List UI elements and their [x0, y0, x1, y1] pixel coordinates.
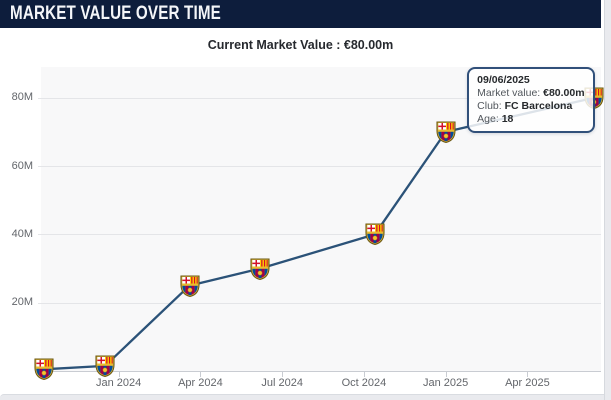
y-axis-tick-label: 20M: [11, 296, 33, 309]
y-axis-tick-label: 60M: [11, 159, 33, 172]
x-axis-tick-mark: [200, 372, 202, 377]
page-background-right-strip: [604, 0, 611, 400]
tooltip-market-value-label: Market value:: [477, 86, 541, 99]
x-axis-tick-mark: [282, 372, 284, 377]
y-gridline: [38, 166, 601, 168]
x-axis-line: [37, 371, 601, 372]
x-axis-tick-mark: [118, 372, 120, 377]
fc-barcelona-crest-icon: [250, 258, 270, 280]
fc-barcelona-crest-marker[interactable]: [180, 275, 200, 297]
fc-barcelona-crest-marker[interactable]: [95, 355, 115, 377]
x-axis-tick-mark: [363, 372, 365, 377]
x-axis-tick-label: Jul 2024: [261, 377, 303, 389]
page-background-bottom-strip: [0, 394, 604, 400]
fc-barcelona-crest-icon: [34, 358, 54, 380]
fc-barcelona-crest-icon: [180, 275, 200, 297]
x-axis-tick-label: Jan 2024: [96, 377, 142, 389]
tooltip-club: FC Barcelona: [504, 99, 573, 112]
x-axis-tick-mark: [445, 372, 447, 377]
y-axis-tick-label: 40M: [11, 227, 33, 240]
x-axis-tick-label: Apr 2024: [178, 377, 223, 389]
fc-barcelona-crest-icon: [436, 121, 456, 143]
y-axis-tick-label: 80M: [11, 91, 33, 104]
chart-tooltip: 09/06/2025 Market value: €80.00m Club: F…: [467, 66, 595, 133]
tooltip-market-value-row: Market value: €80.00m: [477, 87, 584, 100]
fc-barcelona-crest-marker[interactable]: [250, 258, 270, 280]
fc-barcelona-crest-marker[interactable]: [436, 121, 456, 143]
tooltip-age: 18: [501, 112, 514, 125]
tooltip-club-row: Club: FC Barcelona: [477, 100, 584, 113]
fc-barcelona-crest-icon: [365, 223, 385, 245]
current-market-value-text: Current Market Value : €80.00m: [207, 38, 394, 52]
x-axis-tick-label: Jan 2025: [423, 377, 469, 389]
fc-barcelona-crest-marker[interactable]: [365, 223, 385, 245]
y-gridline: [38, 234, 601, 236]
section-title: MARKET VALUE OVER TIME: [10, 3, 221, 24]
section-header: MARKET VALUE OVER TIME: [0, 0, 601, 28]
x-axis-tick-label: Oct 2024: [341, 377, 387, 389]
y-gridline: [38, 302, 601, 304]
x-axis-tick-label: Apr 2025: [505, 377, 550, 389]
tooltip-age-row: Age: 18: [477, 113, 584, 126]
tooltip-date: 09/06/2025: [477, 73, 530, 86]
fc-barcelona-crest-marker[interactable]: [34, 358, 54, 380]
tooltip-market-value: €80.00m: [543, 86, 585, 99]
x-axis-tick-mark: [527, 372, 529, 377]
tooltip-age-label: Age:: [477, 112, 499, 125]
tooltip-club-label: Club:: [477, 99, 502, 112]
fc-barcelona-crest-icon: [95, 355, 115, 377]
